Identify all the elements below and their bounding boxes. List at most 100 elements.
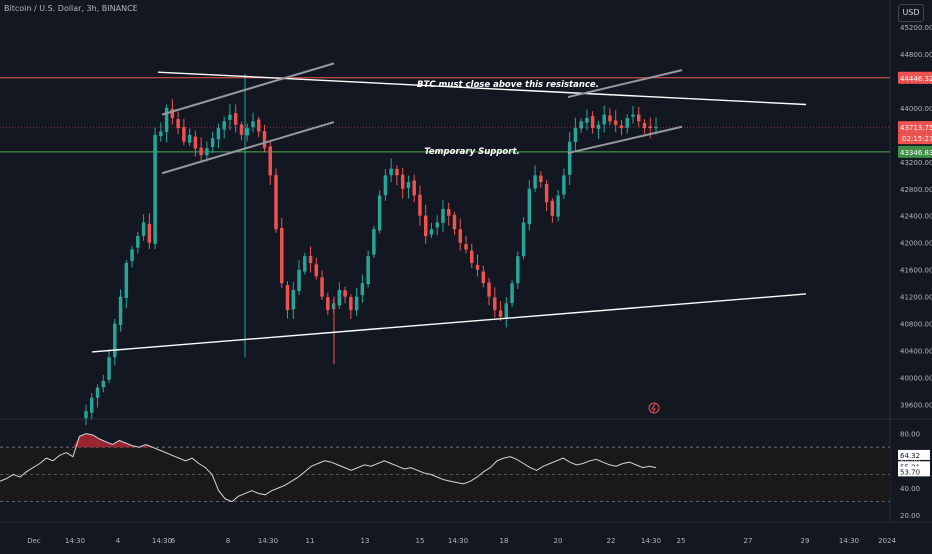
candle-body[interactable] (441, 209, 445, 223)
candle-body[interactable] (464, 244, 468, 250)
candle-body[interactable] (510, 283, 514, 304)
currency-button[interactable]: USD (898, 4, 924, 22)
lightning-icon[interactable] (648, 402, 660, 414)
candle-body[interactable] (228, 114, 232, 120)
support-trendline[interactable] (91, 293, 807, 353)
candle-body[interactable] (262, 131, 267, 149)
candle-body[interactable] (268, 146, 272, 176)
candle-body[interactable] (199, 147, 203, 156)
candle-body[interactable] (320, 277, 324, 297)
candle-body[interactable] (343, 290, 347, 297)
candle-body[interactable] (354, 296, 359, 311)
candle-body[interactable] (95, 387, 100, 398)
candle-body[interactable] (648, 126, 652, 129)
candle-body[interactable] (257, 119, 261, 132)
candle-body[interactable] (297, 269, 301, 291)
channel-lower-left[interactable] (161, 121, 335, 175)
candle-body[interactable] (654, 127, 658, 129)
candle-body[interactable] (619, 125, 624, 129)
candle-body[interactable] (596, 124, 601, 129)
channel-lower-right[interactable] (567, 125, 683, 155)
candle-body[interactable] (590, 116, 595, 129)
candle-body[interactable] (493, 297, 497, 311)
candle-body[interactable] (274, 174, 278, 230)
candle-body[interactable] (107, 357, 111, 380)
candle-body[interactable] (395, 168, 399, 176)
candle-body[interactable] (435, 222, 439, 228)
candle-body[interactable] (579, 121, 583, 129)
candle-body[interactable] (308, 256, 313, 263)
channel-upper-right[interactable] (567, 69, 683, 99)
candle-body[interactable] (326, 297, 330, 311)
candle-body[interactable] (521, 222, 526, 257)
candle-body[interactable] (470, 250, 474, 263)
candle-body[interactable] (216, 128, 221, 140)
candle-body[interactable] (602, 114, 606, 125)
candle-body[interactable] (245, 128, 249, 136)
candle-body[interactable] (642, 123, 647, 129)
candle-body[interactable] (585, 117, 589, 123)
candle-body[interactable] (613, 120, 618, 125)
candle-body[interactable] (452, 214, 457, 230)
candle-body[interactable] (550, 200, 555, 216)
candle-body[interactable] (84, 411, 88, 418)
candle-body[interactable] (251, 121, 255, 128)
candle-body[interactable] (176, 119, 180, 129)
candle-body[interactable] (423, 215, 428, 236)
candle-body[interactable] (418, 194, 422, 216)
candle-body[interactable] (412, 180, 416, 196)
candle-body[interactable] (337, 289, 342, 306)
candle-body[interactable] (159, 131, 163, 137)
candle-body[interactable] (210, 138, 215, 147)
candle-body[interactable] (447, 208, 451, 216)
candle-body[interactable] (233, 113, 238, 125)
candle-body[interactable] (573, 128, 578, 143)
candle-body[interactable] (487, 282, 491, 297)
candle-body[interactable] (400, 174, 405, 189)
candle-body[interactable] (631, 114, 635, 117)
candle-body[interactable] (113, 323, 117, 358)
candle-body[interactable] (429, 229, 434, 235)
candle-body[interactable] (533, 175, 537, 189)
resistance-trendline[interactable] (157, 71, 807, 106)
candle-body[interactable] (556, 195, 560, 217)
candle-body[interactable] (406, 182, 411, 189)
candle-body[interactable] (291, 289, 295, 310)
candle-body[interactable] (193, 136, 198, 149)
candle-body[interactable] (383, 175, 388, 196)
candle-body[interactable] (637, 114, 641, 122)
candle-body[interactable] (458, 229, 462, 243)
candle-body[interactable] (567, 141, 572, 175)
candle-body[interactable] (527, 188, 532, 225)
candle-body[interactable] (124, 262, 129, 298)
candle-body[interactable] (475, 264, 480, 270)
candle-body[interactable] (314, 264, 319, 277)
candle-body[interactable] (164, 107, 169, 133)
candle-body[interactable] (349, 296, 353, 311)
candle-body[interactable] (481, 271, 485, 284)
candle-body[interactable] (625, 117, 629, 128)
candle-body[interactable] (303, 256, 307, 272)
candle-body[interactable] (285, 285, 290, 311)
candle-body[interactable] (141, 222, 146, 236)
candle-body[interactable] (136, 235, 140, 248)
candle-body[interactable] (504, 303, 509, 318)
rsi-line[interactable] (0, 433, 657, 503)
candle-body[interactable] (90, 397, 94, 413)
candle-body[interactable] (360, 283, 365, 295)
candle-body[interactable] (539, 175, 543, 183)
candle-body[interactable] (222, 121, 226, 130)
candle-body[interactable] (118, 296, 123, 325)
candle-body[interactable] (239, 124, 244, 135)
candle-body[interactable] (372, 229, 376, 255)
candle-body[interactable] (130, 249, 134, 262)
candle-body[interactable] (562, 175, 566, 195)
candle-body[interactable] (205, 148, 209, 156)
candle-body[interactable] (170, 108, 175, 118)
candle-body[interactable] (153, 134, 157, 244)
candle-body[interactable] (377, 195, 382, 231)
candle-body[interactable] (280, 228, 284, 284)
candle-body[interactable] (182, 127, 186, 142)
